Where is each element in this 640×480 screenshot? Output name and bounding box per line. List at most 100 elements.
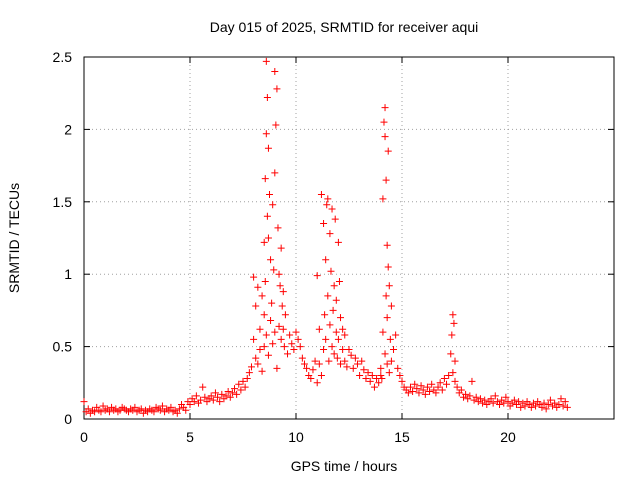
data-point [182, 406, 190, 414]
data-point [502, 393, 510, 401]
data-point [303, 364, 311, 372]
data-point [489, 399, 497, 407]
data-point [379, 195, 387, 203]
data-point [279, 325, 287, 333]
data-point [150, 408, 158, 416]
y-tick-label: 2 [64, 121, 72, 137]
data-point [390, 345, 398, 353]
data-point [468, 377, 476, 385]
data-point [330, 350, 338, 358]
data-point [386, 335, 394, 343]
data-point [438, 386, 446, 394]
data-point [317, 191, 325, 199]
data-point [271, 328, 279, 336]
data-point [377, 364, 385, 372]
x-tick-label: 20 [500, 429, 516, 445]
data-point [462, 390, 470, 398]
data-point [337, 314, 345, 322]
data-point [267, 256, 275, 264]
data-point [254, 283, 262, 291]
data-point [351, 354, 359, 362]
x-axis-title: GPS time / hours [291, 458, 398, 474]
data-point [105, 408, 113, 416]
data-point [317, 372, 325, 380]
data-point [532, 402, 540, 410]
data-point [280, 343, 288, 351]
data-point [341, 357, 349, 365]
data-point [258, 292, 266, 300]
data-point [563, 403, 571, 411]
data-point [347, 351, 355, 359]
data-point [263, 212, 271, 220]
data-point [330, 282, 338, 290]
data-point [561, 398, 569, 406]
data-point [426, 387, 434, 395]
data-point [457, 386, 465, 394]
data-point [276, 282, 284, 290]
y-tick-label: 1 [64, 266, 72, 282]
data-point [269, 201, 277, 209]
data-point [517, 403, 525, 411]
data-point [538, 403, 546, 411]
data-point [290, 345, 298, 353]
data-point [273, 85, 281, 93]
data-point [228, 389, 236, 397]
data-point [324, 195, 332, 203]
data-point [272, 121, 280, 129]
data-point [286, 331, 294, 339]
data-point [99, 402, 107, 410]
data-point [349, 364, 357, 372]
data-point [307, 374, 315, 382]
data-point [339, 325, 347, 333]
data-point [300, 360, 308, 368]
data-point [381, 133, 389, 141]
data-point [326, 230, 334, 238]
data-point [540, 399, 548, 407]
data-point [294, 335, 302, 343]
axis-ticks: 0 5 10 15 20 0 0.5 1 1.5 2 2.5 [53, 49, 614, 445]
data-point [510, 396, 518, 404]
data-point [320, 345, 328, 353]
data-point [254, 360, 262, 368]
data-point [415, 389, 423, 397]
data-point [551, 399, 559, 407]
data-point [335, 277, 343, 285]
data-point [226, 393, 234, 401]
data-point [481, 396, 489, 404]
data-point [264, 234, 272, 242]
data-point [394, 364, 402, 372]
data-point [315, 360, 323, 368]
data-point [472, 393, 480, 401]
data-point [84, 405, 92, 413]
data-point [167, 403, 175, 411]
data-point [546, 396, 554, 404]
chart-title: Day 015 of 2025, SRMTID for receiver aqu… [210, 19, 478, 35]
y-tick-label: 0.5 [53, 339, 73, 355]
data-point [271, 67, 279, 75]
data-point [158, 402, 166, 410]
data-point [266, 191, 273, 199]
data-point [186, 401, 194, 409]
y-tick-label: 1.5 [53, 194, 73, 210]
data-point [243, 374, 251, 382]
data-point [264, 144, 272, 152]
data-point [385, 369, 393, 377]
data-point [320, 220, 328, 228]
data-point [328, 205, 336, 213]
data-point [476, 395, 484, 403]
data-point [218, 390, 226, 398]
y-tick-label: 0 [64, 411, 72, 427]
data-point [527, 403, 535, 411]
data-point [313, 379, 321, 387]
data-point [370, 383, 378, 391]
data-point [496, 401, 504, 409]
data-point [260, 343, 268, 351]
data-point [264, 351, 272, 359]
data-point [323, 201, 331, 209]
data-point [216, 398, 224, 406]
data-point [207, 392, 215, 400]
data-point [256, 345, 264, 353]
data-point [383, 241, 391, 249]
data-point [450, 319, 458, 327]
data-point [173, 409, 181, 417]
